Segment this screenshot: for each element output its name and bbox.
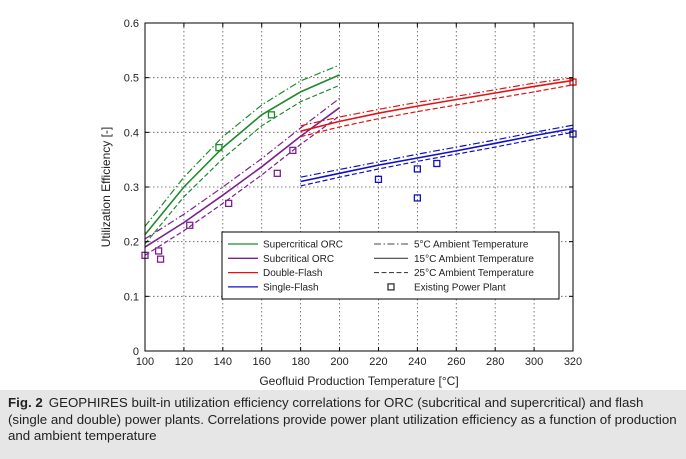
caption-text: GEOPHIRES built-in utilization efficienc…: [8, 395, 677, 443]
y-tick-label: 0.6: [124, 18, 139, 30]
y-axis-label: Utilization Efficiency [-]: [99, 127, 113, 248]
legend-label: Supercritical ORC: [263, 240, 343, 251]
x-tick-label: 200: [330, 356, 348, 368]
existing-plant-marker: [273, 169, 281, 177]
existing-plant-marker: [433, 159, 441, 168]
y-tick-label: 0.3: [124, 182, 139, 194]
x-tick-label: 120: [175, 356, 193, 368]
legend-box: [221, 231, 560, 300]
x-tick-label: 320: [564, 356, 582, 368]
series-line-supercritical-orc-5c: [144, 64, 340, 227]
series-line-subcritical-orc-5c: [144, 97, 340, 240]
existing-plant-marker: [413, 194, 422, 202]
x-tick-label: 240: [408, 356, 426, 368]
y-tick-label: 0.4: [124, 127, 139, 139]
chart: 100 120 140 160 180 200 220 240 260 280 300 320 0 0.1…: [99, 18, 582, 388]
legend-label: Double-Flash: [263, 268, 322, 279]
y-tick-label: 0.5: [124, 73, 139, 85]
x-tick-label: 220: [369, 356, 387, 368]
legend-marker: [387, 283, 395, 291]
series-line-single-flash-25c: [300, 131, 574, 187]
series-line-subcritical-orc-25c: [144, 115, 340, 256]
existing-plant-marker: [154, 247, 163, 255]
series-line-double-flash-25c: [300, 84, 574, 138]
x-axis-label: Geofluid Production Temperature [°C]: [259, 374, 458, 388]
x-tick-label: 140: [214, 356, 232, 368]
legend-label: Single-Flash: [263, 282, 319, 293]
y-tick-label: 0.1: [124, 291, 139, 303]
existing-plant-marker: [413, 165, 422, 173]
x-tick-label: 300: [525, 356, 543, 368]
caption-label: Fig. 2: [8, 395, 43, 410]
existing-plant-marker: [267, 111, 276, 119]
series-line-supercritical-orc-15c: [144, 74, 340, 236]
existing-plant-marker: [186, 221, 194, 229]
y-tick-label: 0.2: [124, 237, 139, 249]
existing-plant-marker: [289, 146, 297, 155]
x-tick-label: 280: [486, 356, 504, 368]
figure-caption: Fig. 2 GEOPHIRES built-in utilization eff…: [0, 390, 686, 459]
existing-plant-marker: [225, 199, 233, 208]
legend-label: 5°C Ambient Temperature: [414, 240, 529, 251]
existing-plant-marker: [156, 255, 165, 263]
x-tick-label: 180: [291, 356, 309, 368]
series-line-double-flash-15c: [300, 79, 574, 132]
existing-plant-marker: [374, 175, 383, 183]
series-line-supercritical-orc-25c: [144, 84, 340, 245]
legend-label: 15°C Ambient Temperature: [414, 254, 534, 265]
series-line-double-flash-5c: [300, 77, 574, 127]
chart-svg: 100 120 140 160 180 200 220 240 260 280 300 320 0 0.1…: [99, 18, 582, 388]
x-tick-label: 100: [136, 356, 154, 368]
legend-label: Subcritical ORC: [263, 254, 334, 265]
x-tick-label: 160: [253, 356, 271, 368]
y-tick-label: 0: [133, 346, 139, 358]
legend-label: 25°C Ambient Temperature: [414, 268, 534, 279]
legend-label: Existing Power Plant: [414, 282, 506, 293]
series-line-subcritical-orc-15c: [144, 107, 340, 248]
series-line-single-flash-5c: [300, 124, 574, 178]
existing-plant-marker: [215, 143, 223, 152]
series-line-single-flash-15c: [300, 127, 574, 183]
x-tick-label: 260: [447, 356, 465, 368]
